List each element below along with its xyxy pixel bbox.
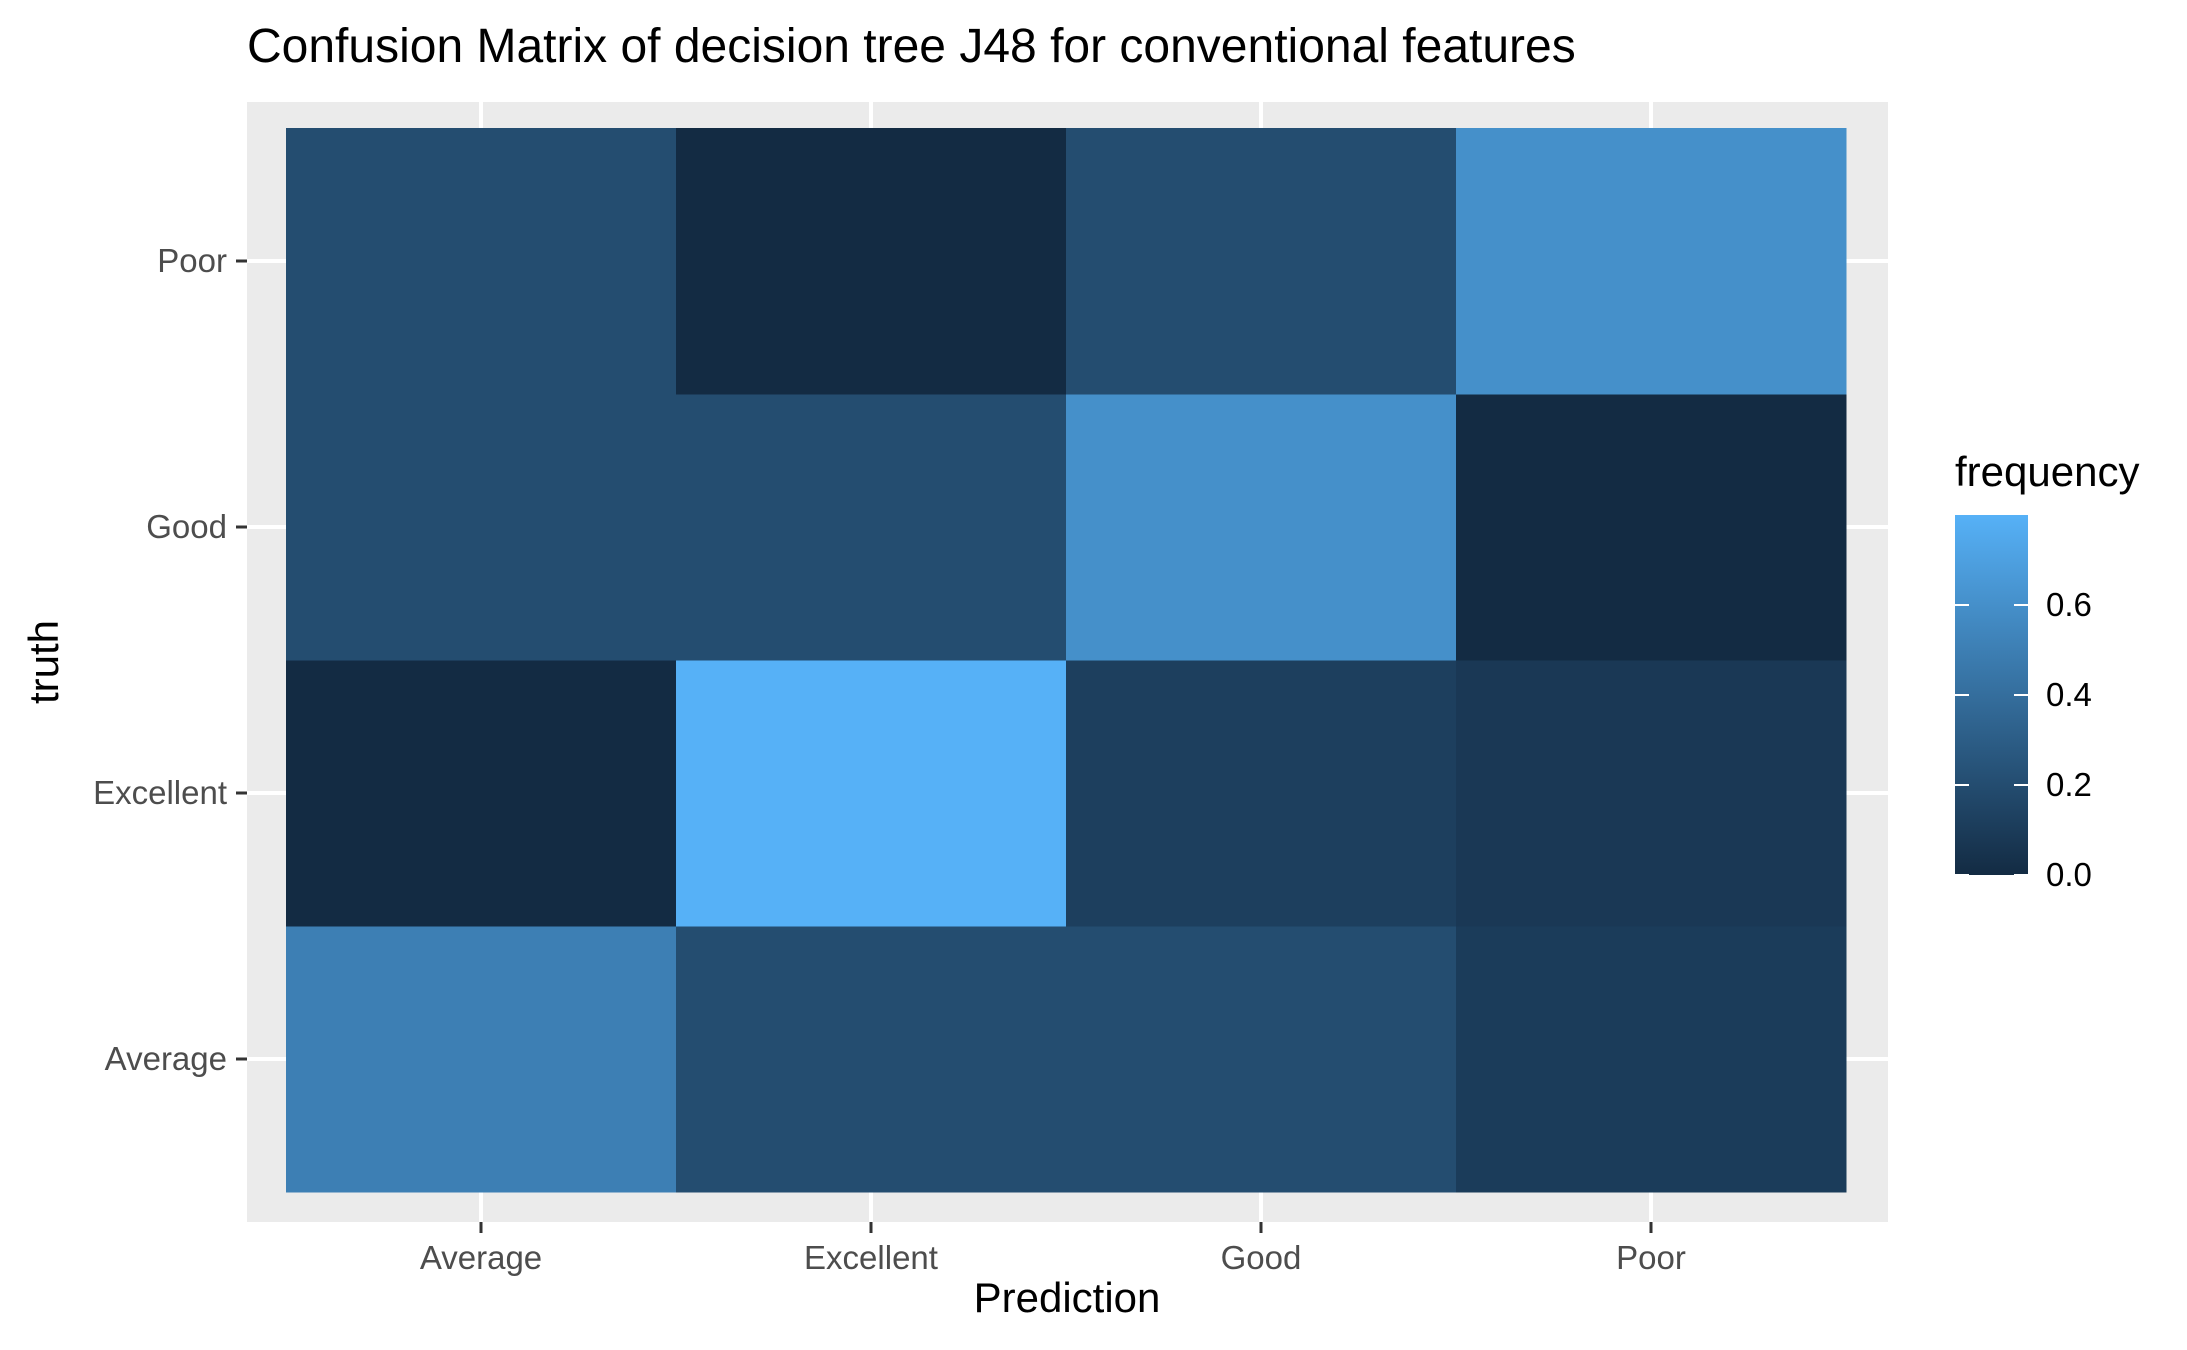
legend-tick-label-0: 0.0: [2046, 856, 2092, 893]
cell-average-poor: [1456, 926, 1847, 1193]
y-tick-label-excellent: Excellent: [93, 774, 227, 811]
legend-title: frequency: [1955, 448, 2139, 495]
cell-average-average: [286, 926, 677, 1193]
y-tick-label-poor: Poor: [157, 242, 227, 279]
cell-poor-good: [1066, 128, 1457, 395]
cell-good-good: [1066, 394, 1457, 661]
cell-excellent-good: [1066, 660, 1457, 927]
cell-excellent-poor: [1456, 660, 1847, 927]
cell-good-average: [286, 394, 677, 661]
chart-title: Confusion Matrix of decision tree J48 fo…: [247, 20, 1576, 73]
y-axis: Average Excellent Good Poor: [93, 242, 247, 1077]
x-tick-label-excellent: Excellent: [804, 1239, 938, 1276]
legend-tick-label-2: 0.4: [2046, 676, 2092, 713]
x-tick-label-average: Average: [420, 1239, 542, 1276]
cell-average-excellent: [676, 926, 1067, 1193]
heatmap-cells: [286, 128, 1847, 1193]
x-tick-label-poor: Poor: [1616, 1239, 1686, 1276]
cell-poor-excellent: [676, 128, 1067, 395]
x-axis: Average Excellent Good Poor: [420, 1222, 1686, 1276]
cell-good-excellent: [676, 394, 1067, 661]
cell-poor-average: [286, 128, 677, 395]
cell-average-good: [1066, 926, 1457, 1193]
x-axis-title: Prediction: [974, 1274, 1161, 1321]
cell-poor-poor: [1456, 128, 1847, 395]
legend-tick-label-3: 0.6: [2046, 586, 2092, 623]
cell-excellent-excellent: [676, 660, 1067, 927]
legend-tick-label-1: 0.2: [2046, 766, 2092, 803]
x-tick-label-good: Good: [1221, 1239, 1302, 1276]
y-tick-label-good: Good: [146, 508, 227, 545]
y-axis-title: truth: [20, 620, 67, 704]
color-legend: frequency 0.0 0.2 0.4 0.6: [1955, 448, 2139, 893]
cell-good-poor: [1456, 394, 1847, 661]
cell-excellent-average: [286, 660, 677, 927]
legend-ticks: 0.0 0.2 0.4 0.6: [1955, 586, 2092, 893]
y-tick-label-average: Average: [105, 1040, 227, 1077]
